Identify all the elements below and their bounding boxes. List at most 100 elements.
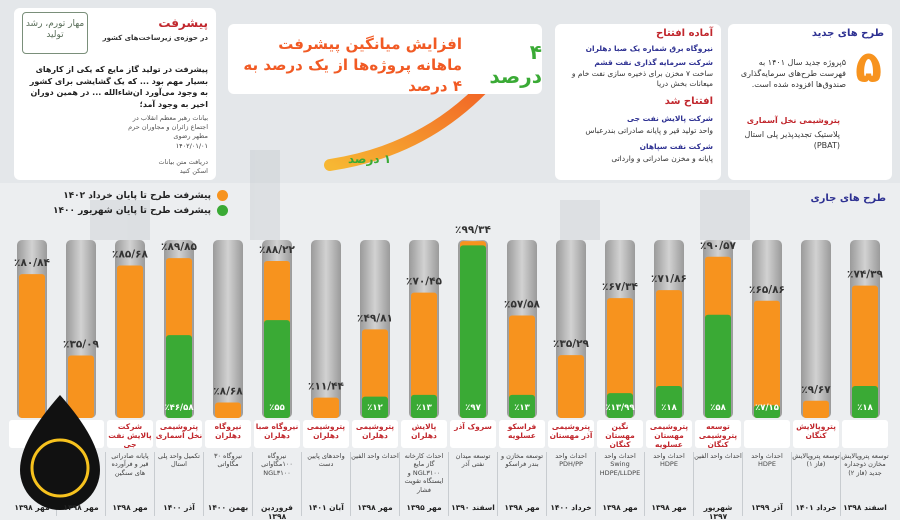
description: پایانه صادراتی قیر و فرآورده های سنگین [111, 452, 149, 477]
date: فروردین ۱۳۹۸ [261, 503, 293, 520]
company: پتروشیمی نخل آسماری [155, 422, 203, 440]
description: توسعه پتروپالایش مخازن ذوجداره جدید (فاز… [841, 452, 889, 477]
quote-title: پیشرفت [158, 16, 208, 30]
opened-desc: پایانه و مخزن صادراتی و وارداتی [611, 154, 713, 163]
description: توسعه پتروپالایش (فاز ۱) [792, 452, 840, 469]
name-plate [303, 420, 349, 448]
company: پتروشیمی دهلران [306, 422, 346, 440]
logo: مهار تورم، رشد تولید [22, 12, 88, 54]
company: پالایش دهلران [411, 422, 437, 440]
company: توسعه پتروشیمی کنگان [698, 422, 738, 449]
value-label: ٪۱۲ [367, 403, 383, 413]
ready-desc: ساخت ۷ مخزن برای ذخیره سازی نفت خام و می… [571, 69, 713, 89]
bar [411, 394, 437, 418]
bar [754, 300, 780, 418]
name-plate [205, 420, 251, 448]
value-label: ٪۸۰/۸۴ [14, 257, 50, 269]
value-label: ٪۱۳ [416, 403, 432, 413]
date: مهر ۱۳۹۵ [406, 503, 442, 512]
description: احداث واحد Swing HDPE/LLDPE [599, 452, 641, 477]
description: تکمیل واحد پلی استال [158, 452, 200, 469]
company: پتروپالایش کنگان [796, 422, 836, 440]
value-label: ٪۸۹/۸۵ [161, 241, 197, 253]
quote-panel: مهار تورم، رشد تولید پیشرفت در حوزه‌ی زی… [14, 8, 216, 180]
date: مهر ۱۳۹۸ [651, 503, 687, 512]
value-label: ٪۹۷ [465, 403, 481, 413]
company: نیروگاه صبا دهلران [255, 422, 299, 440]
quote-subtitle: در حوزه‌ی زیرساخت‌های کشور [102, 34, 208, 42]
date: مهر ۱۳۹۸ [357, 503, 393, 512]
legend-item: پیشرفت طرح تا پایان خرداد ۱۴۰۲ [18, 190, 228, 201]
headline-panel: افزایش میانگین پیشرفت ماهانه پروژه‌ها از… [228, 24, 542, 95]
opened-item: شرکت نفت سپاهان [639, 142, 713, 151]
quote-source: بیانات رهبر معظم انقلاب در اجتماع زائران… [128, 114, 208, 140]
bar [313, 397, 339, 418]
bar [754, 405, 780, 418]
value-label: ٪۷۰/۴۵ [406, 276, 442, 288]
company: فراسکو عسلویه [507, 422, 537, 440]
value-label: ٪۵۵ [269, 403, 285, 413]
company: پتروشیمی دهلران [355, 422, 395, 440]
company: پتروشیمی مهستان عسلویه [649, 422, 689, 449]
opened-title: افتتاح شد [664, 96, 713, 107]
bar-track [311, 240, 341, 418]
bar [166, 335, 192, 418]
value-label: ٪۹/۶۷ [801, 384, 831, 396]
description: احداث واحد HDPE [653, 452, 685, 469]
value-label: ٪۹۰/۵۷ [700, 240, 736, 252]
value-label: ٪۴۹/۸۱ [357, 312, 393, 324]
description: توسعه میدان نفتی آذر [455, 452, 491, 469]
fund-logo [20, 395, 100, 510]
description: احداث واحد HDPE [751, 452, 783, 469]
name-plate [842, 420, 888, 448]
bar [362, 396, 388, 418]
company: شرکت پالایش نفت جی [108, 422, 152, 449]
chart-background [0, 183, 900, 520]
bar [509, 315, 535, 418]
skyline [90, 150, 750, 240]
opened-item: شرکت پالایش نفت جی [627, 114, 713, 123]
value-label: ٪۸۵/۶۸ [112, 248, 148, 260]
name-plate [744, 420, 790, 448]
name-plate [107, 420, 153, 448]
quote-date: ۱۴۰۲/۰۱/۰۱ [175, 142, 208, 150]
new-text: ۵پروژه جدید سال ۱۴۰۱ به فهرست طرح‌های سر… [740, 58, 846, 89]
date: مهر ۱۳۹۸ [504, 503, 540, 512]
name-plate [597, 420, 643, 448]
location: ماهشهر [744, 100, 770, 108]
new-projects-panel: طرح های جدید ۵ ۵پروژه جدید سال ۱۴۰۱ به ف… [728, 24, 892, 180]
new-product: پلاستیک تجدیدپذیر پلی استال (PBAT) [744, 130, 840, 150]
description: نیروگاه ۱۰۰مگاواتی NGL۳۱۰۰ [261, 452, 293, 477]
ready-item: شرکت سرمایه گذاری نفت قشم [594, 58, 713, 67]
bar [852, 385, 878, 418]
bar [852, 285, 878, 418]
quote-text: پیشرفت در تولید گاز مایع که یکی از کارها… [29, 65, 208, 109]
value-label: ٪۷۱/۸۶ [651, 273, 687, 285]
bar [215, 402, 241, 418]
qr-caption: دریافت متن بیانات اسکن کنید [158, 158, 209, 175]
name-plate [450, 420, 496, 448]
status-panel: آماده افتتاح نیروگاه برق شماره یک صبا ده… [555, 24, 721, 180]
legend-item: پیشرفت طرح تا پایان شهریور ۱۴۰۰ [18, 205, 228, 216]
bar [68, 355, 94, 418]
name-plate [646, 420, 692, 448]
date: خرداد ۱۴۰۱ [795, 503, 837, 512]
name-plate [352, 420, 398, 448]
value-label: ٪۶۷/۳۴ [602, 281, 638, 293]
date: مهر ۱۳۹۸ [14, 503, 50, 512]
value-label: ٪۱۱/۴۴ [308, 381, 344, 393]
value-label: ٪۷/۱۵ [755, 403, 779, 413]
date: اسفند ۱۳۹۰ [451, 503, 495, 512]
ready-item: نیروگاه برق شماره یک صبا دهلران [585, 44, 713, 53]
date: بهمن ۱۴۰۰ [207, 503, 249, 512]
legend-label: پیشرفت طرح تا پایان خرداد ۱۴۰۲ [63, 190, 211, 201]
value-label: ٪۱۳/۹۹ [605, 403, 635, 413]
company: پتروشیمی آذر مهستان [549, 422, 593, 440]
name-plate [548, 420, 594, 448]
company: نگین مهستان کنگان [605, 422, 635, 449]
bar [607, 393, 633, 418]
company: سروک آذر [454, 422, 492, 431]
description: واحدهای پایین دست [307, 452, 345, 469]
value-label: ٪۱۸ [857, 403, 873, 413]
